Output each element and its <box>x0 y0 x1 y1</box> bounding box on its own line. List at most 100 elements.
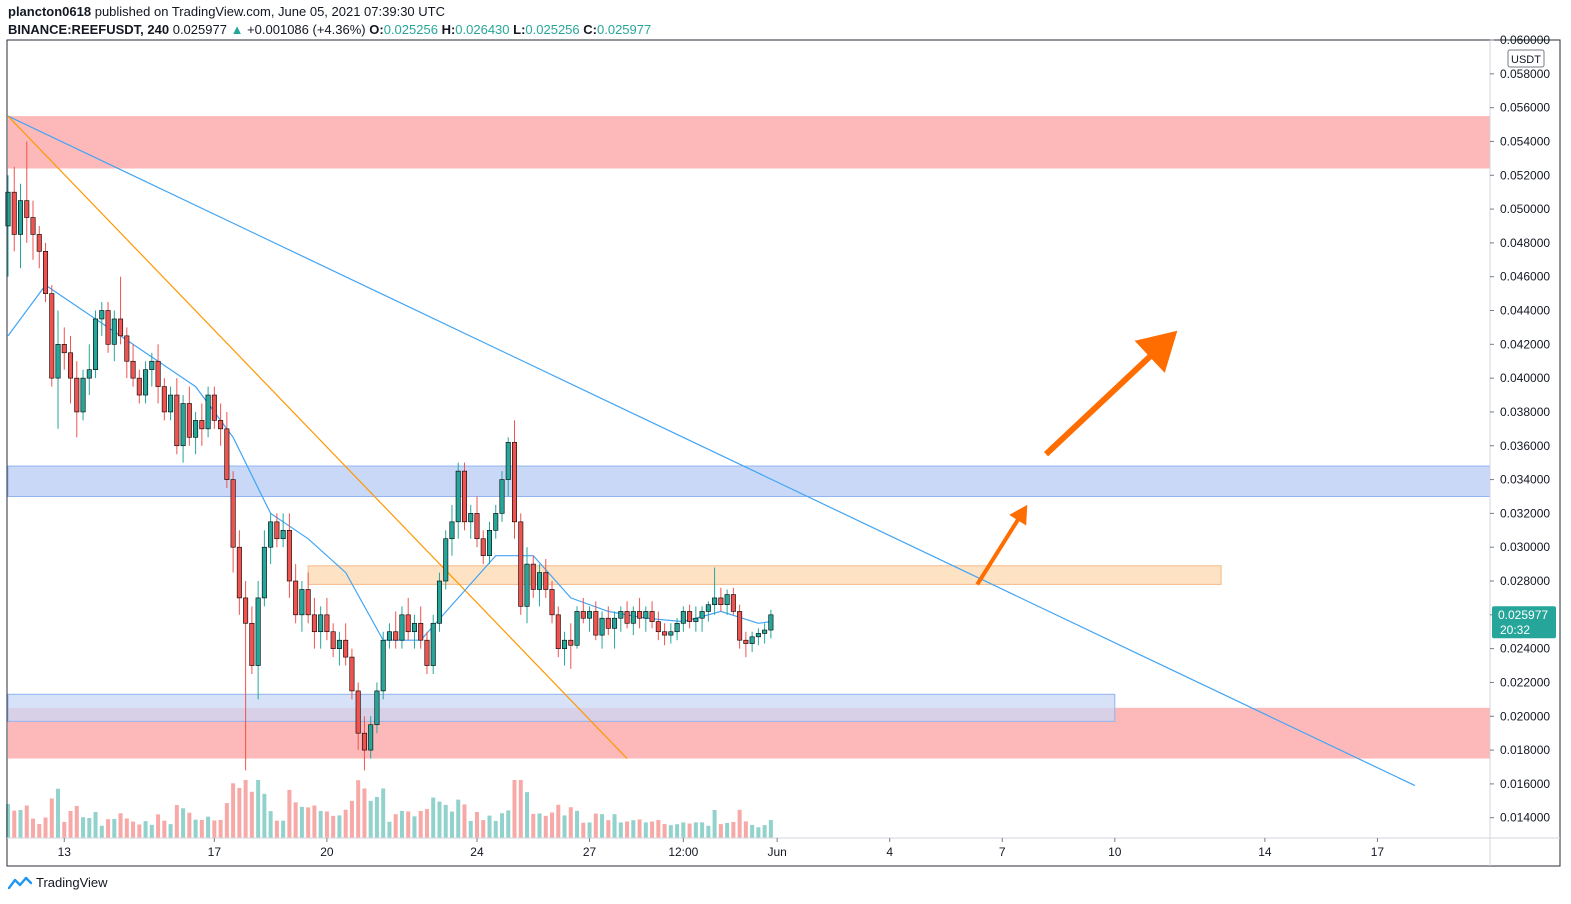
candle-body <box>411 622 417 633</box>
zone-resistance-0 <box>8 116 1490 169</box>
candle <box>324 597 330 641</box>
volume-bar <box>293 802 298 838</box>
candle-body <box>580 611 586 619</box>
candle <box>355 682 361 751</box>
candle-body <box>143 369 149 396</box>
candle-body <box>205 394 211 430</box>
candle <box>380 631 386 700</box>
candle-body <box>662 631 668 636</box>
volume-bar <box>418 810 423 838</box>
open-value: 0.025256 <box>383 22 438 37</box>
candle <box>218 403 224 446</box>
volume-bar <box>518 780 523 838</box>
candle-body <box>324 614 330 633</box>
candle <box>74 361 80 438</box>
volume-bar <box>743 821 748 838</box>
candle <box>762 623 768 644</box>
volume-bar <box>287 789 292 838</box>
volume-bar <box>575 810 580 838</box>
candle-body <box>705 604 711 612</box>
candle <box>199 403 205 446</box>
footer-brand[interactable]: TradingView <box>8 875 108 890</box>
candle-body <box>618 611 624 619</box>
trendline-main <box>7 115 1416 787</box>
volume-bar <box>474 812 479 838</box>
candle-body <box>405 614 411 633</box>
candle <box>618 606 624 632</box>
candle <box>424 631 430 675</box>
candle <box>186 386 192 446</box>
volume-bar <box>600 814 605 838</box>
unit-badge[interactable]: USDT <box>1507 49 1545 68</box>
candle <box>649 601 655 629</box>
unit-badge-box <box>1507 49 1545 68</box>
candle <box>605 606 611 636</box>
candle-body <box>293 580 299 616</box>
candle <box>236 530 242 615</box>
zone-support-3 <box>7 693 1116 722</box>
volume-bar <box>62 821 67 838</box>
candle-body <box>524 563 530 607</box>
candle-body <box>218 420 224 430</box>
publisher-user[interactable]: plancton0618 <box>8 4 92 19</box>
candle-body <box>361 732 367 751</box>
symbol-label[interactable]: BINANCE:REEFUSDT, 240 <box>8 22 170 37</box>
candle <box>155 344 161 404</box>
candle-body <box>668 631 674 636</box>
tradingview-logo-icon <box>8 876 32 889</box>
price-tick-label: 0.020000 <box>1500 709 1550 723</box>
volume-layer <box>6 780 773 838</box>
plot-frame <box>6 39 1561 867</box>
candle-body <box>243 597 249 624</box>
volume-bar <box>56 788 61 838</box>
candle <box>699 606 705 632</box>
volume-bar <box>506 810 511 838</box>
volume-bar <box>681 822 686 838</box>
candle-body <box>330 631 336 649</box>
candle <box>430 614 436 675</box>
volume-bar <box>587 822 592 838</box>
volume-bar <box>174 805 179 838</box>
volume-bar <box>687 823 692 838</box>
time-axis[interactable]: 13 17 20 24 27 12:00 Jun 4 7 10 14 17 <box>58 838 1385 859</box>
volume-bar <box>12 810 17 838</box>
volume-bar <box>68 810 73 838</box>
zone-support-2 <box>7 465 1491 497</box>
candle <box>249 606 255 675</box>
candle <box>136 369 142 404</box>
candle <box>680 606 686 632</box>
candle <box>449 504 455 556</box>
volume-bar <box>637 819 642 838</box>
price-tick-label: 0.034000 <box>1500 473 1550 487</box>
candle-body <box>424 639 430 666</box>
candle <box>36 225 42 269</box>
candle-body <box>505 442 511 480</box>
candle <box>43 242 49 303</box>
price-axis[interactable]: 0.060000 0.058000 0.056000 0.054000 0.052000… <box>1490 33 1550 825</box>
candle-body <box>274 521 280 540</box>
candle <box>624 601 630 629</box>
candle-body <box>461 470 467 523</box>
candle <box>505 437 511 497</box>
candle-body <box>355 690 361 734</box>
moving-average-line <box>7 284 771 641</box>
candle-body <box>343 639 349 658</box>
candle-body <box>99 310 105 320</box>
candle <box>5 175 11 277</box>
candle-body <box>436 580 442 624</box>
volume-bar <box>162 820 167 838</box>
candle <box>293 564 299 624</box>
candle-body <box>80 377 86 413</box>
candle-body <box>24 200 30 218</box>
candle <box>393 611 399 649</box>
candle-body <box>380 639 386 692</box>
volume-bar <box>124 818 129 838</box>
change-up-icon: ▲ <box>230 22 244 37</box>
candle <box>562 631 568 666</box>
candle-body <box>499 479 505 514</box>
volume-bar <box>137 824 142 838</box>
volume-bar <box>112 818 117 838</box>
candle-body <box>480 538 486 556</box>
candle <box>230 471 236 573</box>
